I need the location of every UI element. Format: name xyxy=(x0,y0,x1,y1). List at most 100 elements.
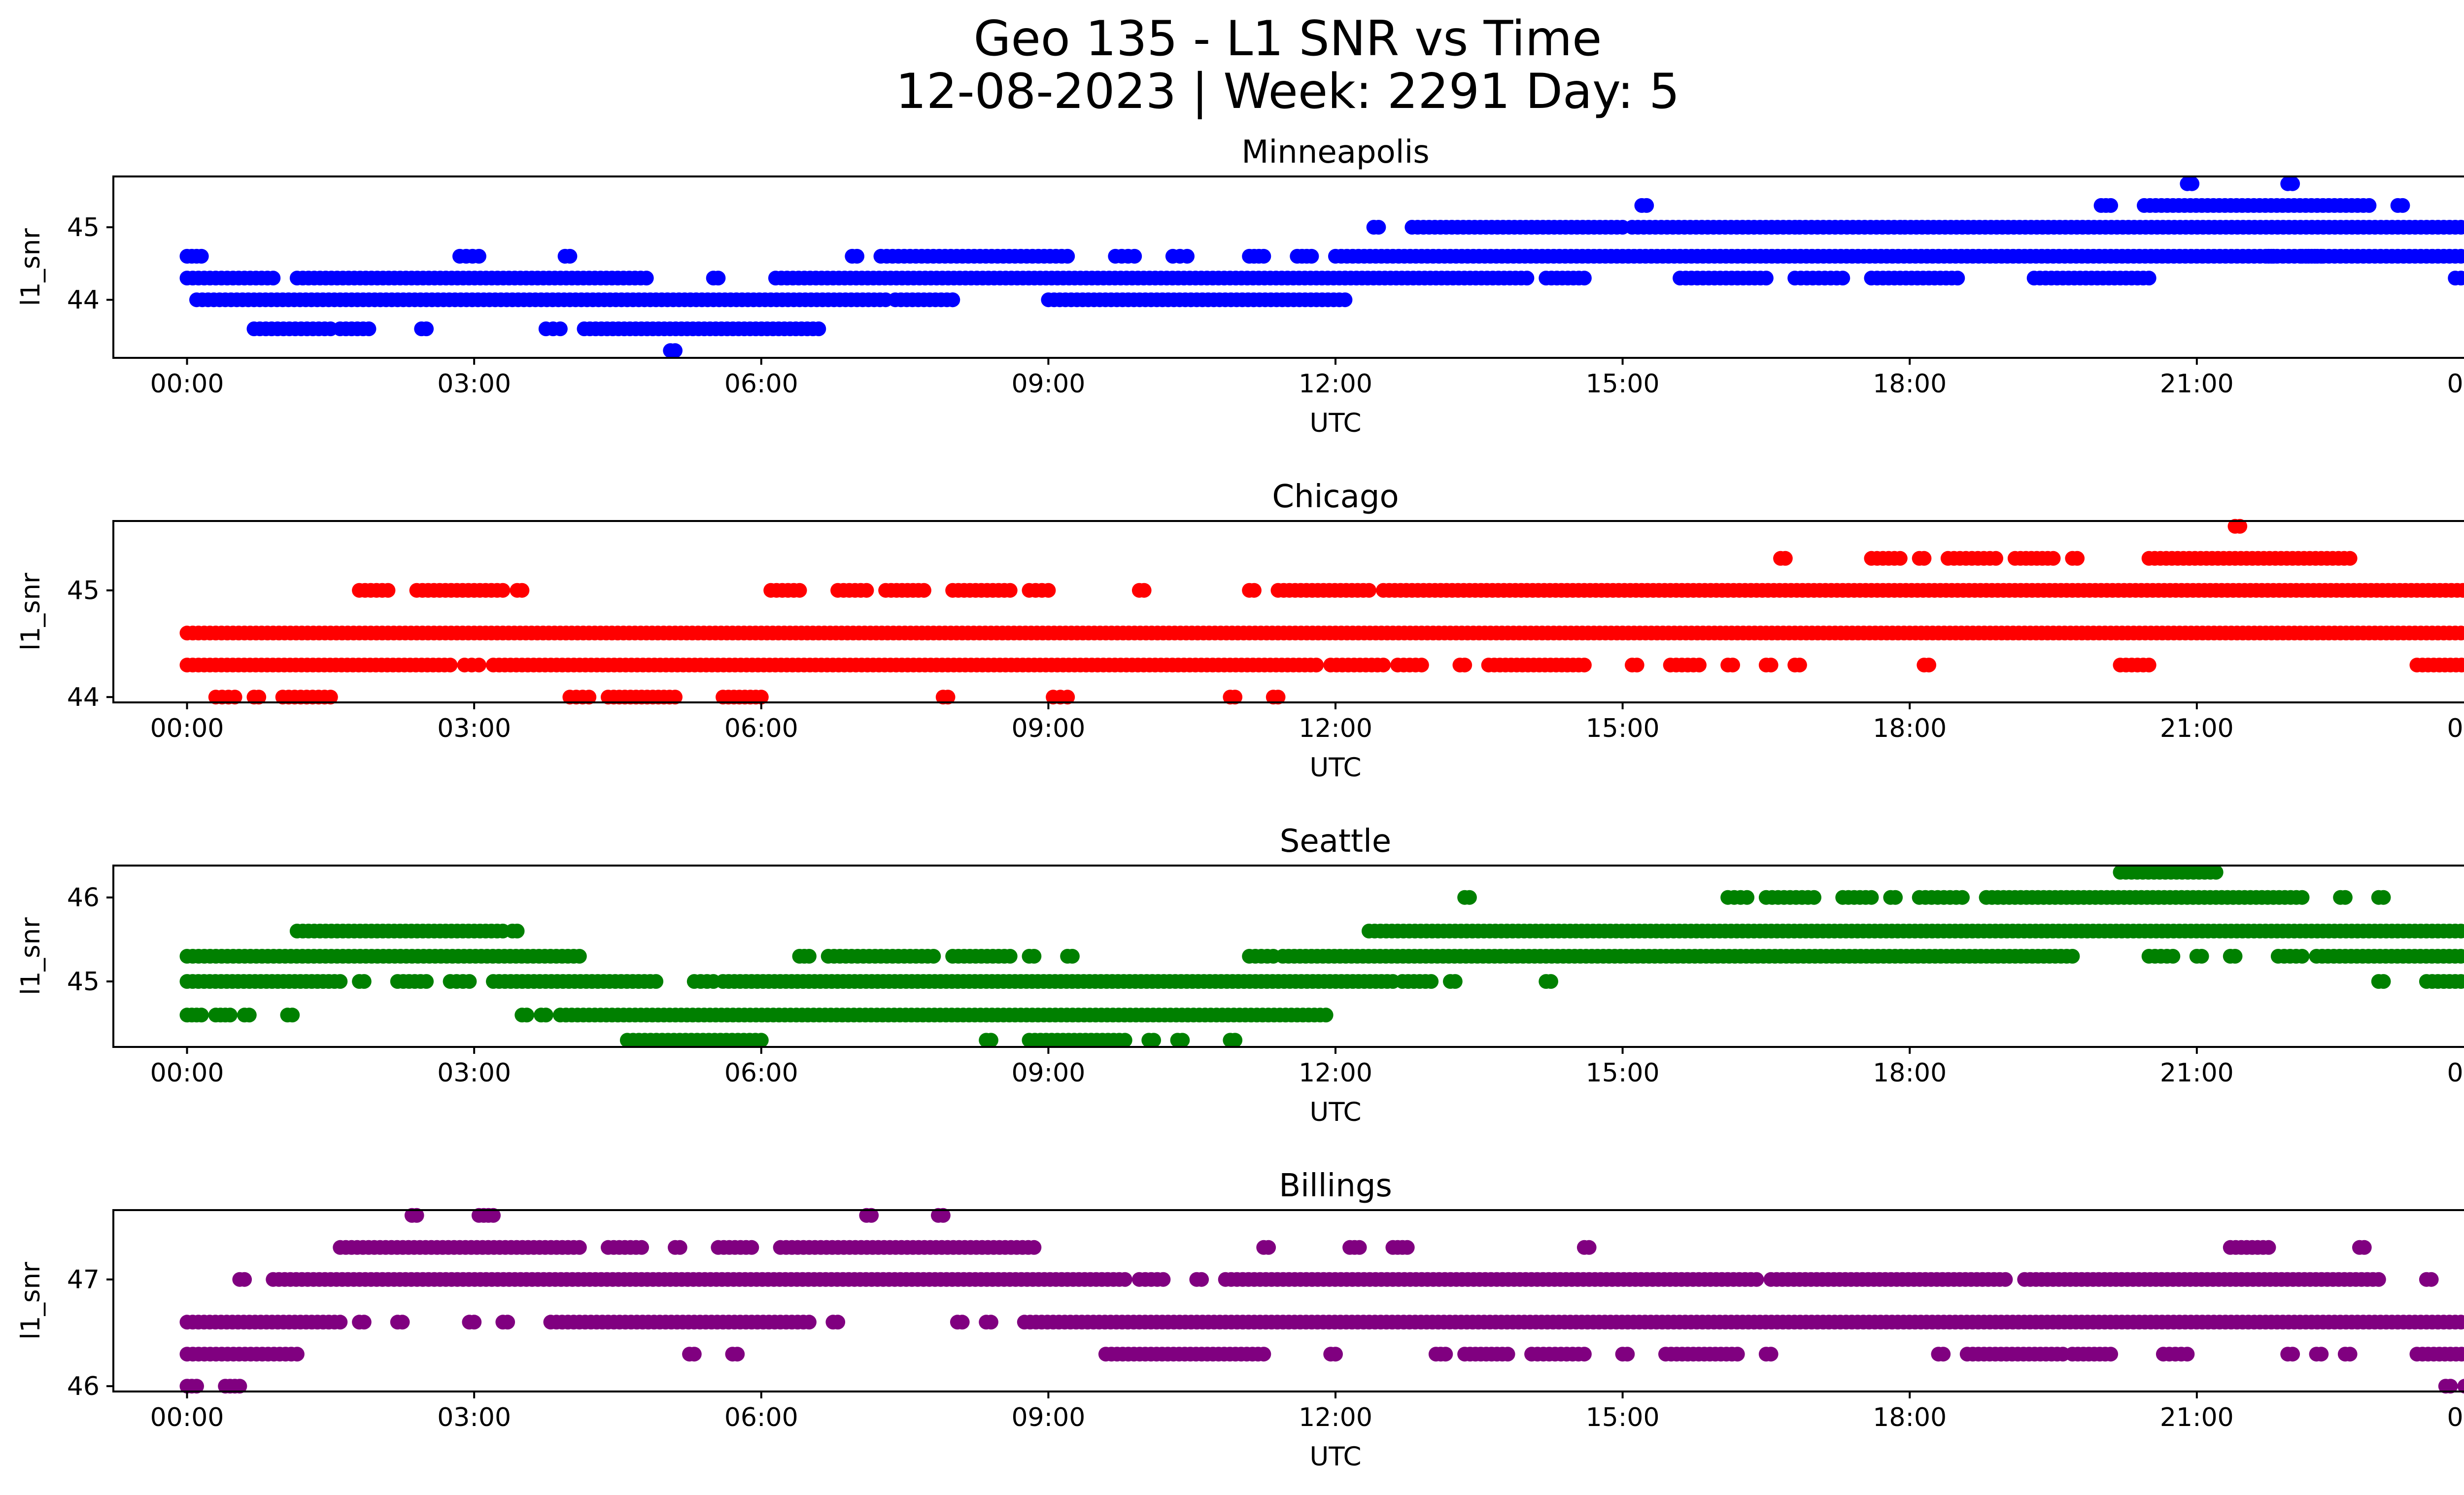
billings-y-tick-label: 47 xyxy=(67,1265,100,1295)
seattle-data-point xyxy=(2459,949,2464,964)
billings-data-point xyxy=(395,1315,410,1330)
seattle-data-point xyxy=(1002,949,1018,964)
billings-points xyxy=(179,1208,2464,1394)
chicago-x-tick-label: 15:00 xyxy=(1586,714,1660,743)
chicago-data-point xyxy=(1228,690,1243,705)
billings-data-point xyxy=(289,1347,305,1362)
billings-data-point xyxy=(1730,1347,1745,1362)
chicago-data-point xyxy=(251,690,267,705)
seattle-data-point xyxy=(1462,890,1477,905)
minneapolis-data-point xyxy=(2361,198,2377,213)
billings-y-axis-label: l1_snr xyxy=(16,1262,46,1340)
minneapolis-subplot: Minneapolis 00:00 03:00 06:00 09:00 12:00 15:0… xyxy=(16,134,2464,438)
seattle-data-point xyxy=(1740,890,1755,905)
chicago-data-point xyxy=(1246,583,1262,598)
seattle-data-point xyxy=(2294,890,2310,905)
chicago-data-point xyxy=(443,658,458,673)
billings-data-point xyxy=(2342,1347,2358,1362)
seattle-x-tick-label: 09:00 xyxy=(1011,1058,1085,1088)
minneapolis-x-tick-label: 00:00 xyxy=(2447,369,2464,399)
seattle-data-point xyxy=(2227,949,2243,964)
billings-data-point xyxy=(1581,1240,1597,1255)
seattle-x-tick-label: 18:00 xyxy=(1873,1058,1947,1088)
seattle-data-point xyxy=(2065,949,2080,964)
chicago-data-point xyxy=(668,690,683,705)
minneapolis-data-point xyxy=(1639,198,1654,213)
seattle-data-point xyxy=(2165,949,2181,964)
billings-data-point xyxy=(1936,1347,1951,1362)
chicago-x-tick-label: 06:00 xyxy=(724,714,798,743)
minneapolis-data-point xyxy=(2459,271,2464,285)
minneapolis-data-point xyxy=(711,271,726,286)
billings-subplot: Billings 00:00 03:00 06:00 09:00 12:00 15:00 18… xyxy=(16,1168,2464,1472)
minneapolis-data-point xyxy=(1060,248,1075,264)
chicago-y-axis-label: l1_snr xyxy=(16,573,46,651)
minneapolis-x-tick-label: 00:00 xyxy=(150,369,224,399)
seattle-subplot: Seattle 00:00 03:00 06:00 09:00 12:00 15:00 18:… xyxy=(16,823,2464,1127)
minneapolis-data-point xyxy=(945,292,960,308)
billings-data-point xyxy=(1352,1240,1367,1255)
billings-x-tick-label: 00:00 xyxy=(2447,1403,2464,1432)
chicago-data-point xyxy=(1629,658,1644,673)
chicago-data-point xyxy=(916,583,931,598)
chicago-data-point xyxy=(1376,658,1391,673)
billings-data-point xyxy=(467,1315,482,1330)
billings-data-point xyxy=(333,1315,348,1330)
chicago-data-point xyxy=(1576,658,1592,673)
billings-data-point xyxy=(2371,1272,2386,1287)
minneapolis-data-point xyxy=(266,271,281,286)
seattle-data-point xyxy=(1228,1033,1243,1048)
seattle-data-point xyxy=(1424,974,1439,989)
seattle-points xyxy=(179,865,2464,1048)
minneapolis-data-point xyxy=(811,321,826,337)
seattle-x-axis-label: UTC xyxy=(1309,1097,1361,1127)
seattle-data-point xyxy=(649,974,664,989)
figure-title-line-1: Geo 135 - L1 SNR vs Time xyxy=(973,11,1602,67)
chicago-data-point xyxy=(1136,583,1152,598)
chicago-data-point xyxy=(1362,583,1376,598)
seattle-data-point xyxy=(983,1033,998,1048)
chicago-x-tick-label: 00:00 xyxy=(2447,714,2464,743)
billings-data-point xyxy=(1998,1272,2013,1287)
seattle-data-point xyxy=(462,974,477,989)
billings-x-axis-label: UTC xyxy=(1309,1442,1361,1472)
chicago-data-point xyxy=(495,583,511,598)
chicago-data-point xyxy=(323,690,338,705)
seattle-data-point xyxy=(356,974,372,989)
minneapolis-y-tick-label: 44 xyxy=(67,285,100,315)
seattle-y-axis-label: l1_snr xyxy=(16,917,46,995)
billings-x-tick-label: 06:00 xyxy=(724,1403,798,1432)
billings-x-tick-label: 21:00 xyxy=(2160,1403,2234,1432)
seattle-data-point xyxy=(241,1008,257,1023)
minneapolis-x-tick-label: 21:00 xyxy=(2160,369,2234,399)
chicago-data-point xyxy=(2046,551,2061,566)
minneapolis-x-tick-label: 06:00 xyxy=(724,369,798,399)
seattle-x-tick-label: 12:00 xyxy=(1299,1058,1372,1088)
chicago-data-point xyxy=(1041,583,1056,598)
seattle-data-point xyxy=(1027,949,1042,964)
chicago-data-point xyxy=(1002,583,1018,598)
billings-data-point xyxy=(2460,1347,2464,1361)
seattle-data-point xyxy=(222,1008,238,1023)
chicago-axes-frame xyxy=(112,520,2464,703)
billings-data-point xyxy=(672,1240,687,1255)
billings-data-point xyxy=(189,1379,204,1394)
seattle-title: Seattle xyxy=(1280,823,1392,860)
billings-data-point xyxy=(1576,1347,1592,1362)
billings-data-point xyxy=(2314,1347,2329,1362)
seattle-x-tick-label: 00:00 xyxy=(150,1058,224,1088)
chicago-data-point xyxy=(1921,658,1937,673)
seattle-data-point xyxy=(2194,949,2209,964)
minneapolis-data-point xyxy=(1371,220,1386,235)
seattle-data-point xyxy=(285,1008,300,1023)
billings-data-point xyxy=(1500,1347,1515,1362)
seattle-data-point xyxy=(419,974,434,989)
seattle-data-point xyxy=(1807,890,1821,905)
minneapolis-data-point xyxy=(2395,198,2410,213)
seattle-data-point xyxy=(572,949,587,964)
chicago-data-point xyxy=(792,583,807,598)
billings-data-point xyxy=(830,1315,846,1330)
seattle-data-point xyxy=(1146,1033,1161,1048)
